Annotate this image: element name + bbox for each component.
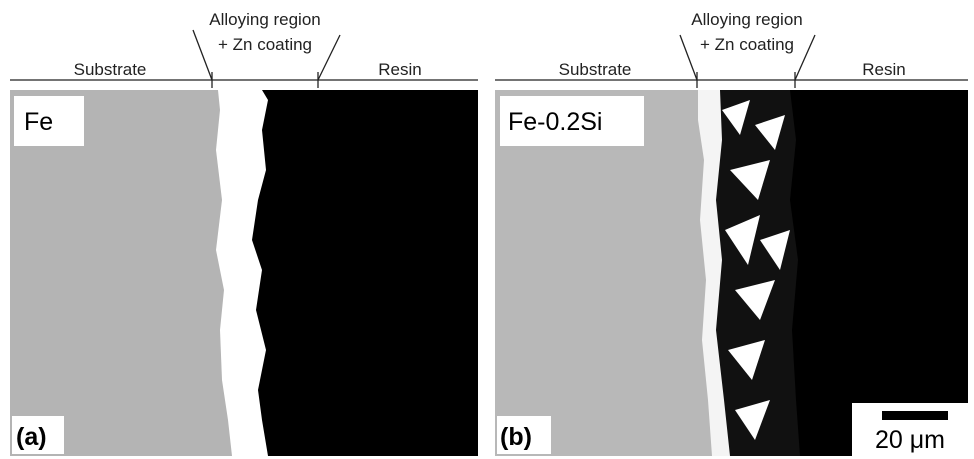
pointer-line xyxy=(193,30,212,80)
pointer-line xyxy=(795,35,815,80)
panel-label: (b) xyxy=(500,423,532,451)
panel-label: (a) xyxy=(16,423,47,451)
page: Fe (a) Substrate Alloying region + Zn co… xyxy=(0,0,974,459)
substrate-label: Substrate xyxy=(74,60,147,79)
scale-bar xyxy=(882,411,948,420)
material-label: Fe xyxy=(24,108,53,136)
panel-a: Fe (a) Substrate Alloying region + Zn co… xyxy=(10,10,480,456)
resin-label: Resin xyxy=(862,60,905,79)
resin-area xyxy=(790,90,968,456)
alloy-label: Alloying region xyxy=(691,10,803,29)
pointer-line xyxy=(680,35,697,80)
panel-b: Fe-0.2Si (b) Substrate Alloying region +… xyxy=(495,10,968,456)
figure: Fe (a) Substrate Alloying region + Zn co… xyxy=(0,0,974,459)
alloy-label: + Zn coating xyxy=(700,35,794,54)
resin-area xyxy=(252,90,478,456)
alloy-label: + Zn coating xyxy=(218,35,312,54)
pointer-line xyxy=(318,35,340,80)
alloy-label: Alloying region xyxy=(209,10,321,29)
scale-bar-label: 20 μm xyxy=(875,426,945,454)
material-label: Fe-0.2Si xyxy=(508,108,602,136)
substrate-label: Substrate xyxy=(559,60,632,79)
resin-label: Resin xyxy=(378,60,421,79)
